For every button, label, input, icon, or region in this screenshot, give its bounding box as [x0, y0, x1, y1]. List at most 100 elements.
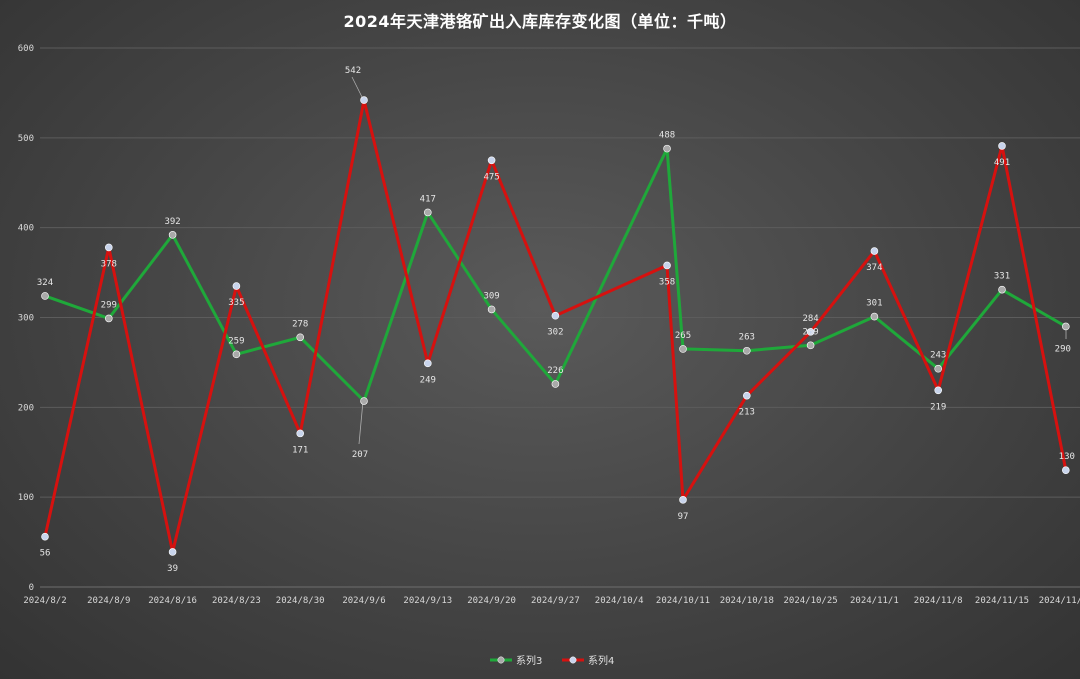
leader-line [358, 401, 364, 445]
x-tick-label: 2024/8/9 [87, 596, 130, 606]
data-point [360, 397, 368, 405]
y-tick-label: 300 [18, 314, 34, 324]
x-tick-label: 2024/8/2 [23, 596, 66, 606]
x-tick-label: 2024/8/23 [212, 596, 261, 606]
data-point [934, 364, 943, 373]
data-label: 301 [866, 299, 882, 309]
data-label: 278 [292, 319, 308, 329]
series-line-系列3 [44, 147, 1067, 403]
data-point [487, 156, 496, 165]
data-point [870, 312, 879, 321]
data-label: 324 [37, 278, 53, 288]
data-point [870, 247, 879, 255]
data-point [934, 386, 943, 395]
data-label: 259 [228, 336, 244, 346]
x-tick-label: 2024/9/20 [467, 596, 516, 606]
series-line-系列4 [43, 98, 1068, 554]
data-label: 249 [420, 375, 436, 385]
y-tick-label: 200 [18, 403, 34, 413]
y-tick-label: 0 [29, 583, 34, 593]
data-label: 207 [352, 450, 368, 460]
x-tick-label: 2024/10/25 [784, 596, 838, 606]
x-tick-label: 2024/9/27 [531, 596, 580, 606]
data-label: 97 [678, 512, 689, 522]
data-label: 302 [547, 328, 563, 338]
data-label: 269 [802, 327, 818, 337]
data-label: 213 [739, 408, 755, 418]
data-point [1062, 322, 1070, 331]
data-point [742, 391, 751, 400]
data-label: 130 [1059, 452, 1075, 462]
data-point [360, 96, 368, 104]
data-point [41, 292, 49, 300]
x-tick-label: 2024/10/4 [595, 596, 644, 606]
leader-line [351, 76, 364, 100]
data-point [806, 341, 815, 350]
x-tick-label: 2024/11/8 [914, 596, 963, 606]
legend-swatch-marker [569, 656, 577, 664]
data-label: 171 [292, 445, 308, 455]
data-label: 542 [345, 66, 361, 76]
x-tick-label: 2024/9/13 [403, 596, 452, 606]
x-tick-label: 2024/8/16 [148, 596, 197, 606]
y-tick-label: 600 [18, 44, 34, 54]
legend-label: 系列4 [588, 654, 614, 667]
chart-title: 2024年天津港铬矿出入库库存变化图（单位：千吨） [343, 12, 737, 31]
data-label: 226 [547, 366, 563, 376]
x-tick-label: 2024/10/11 [656, 596, 710, 606]
data-point [296, 333, 305, 342]
data-label: 56 [40, 549, 51, 559]
data-point [296, 429, 305, 438]
data-label: 243 [930, 351, 946, 361]
data-point [663, 144, 671, 153]
data-label: 378 [101, 259, 117, 269]
data-label: 290 [1055, 344, 1071, 354]
data-point [423, 208, 432, 217]
data-point [806, 328, 815, 336]
data-label: 331 [994, 272, 1010, 282]
y-tick-label: 100 [18, 493, 34, 503]
data-point [663, 261, 671, 270]
data-point [742, 346, 751, 355]
data-label: 265 [675, 331, 691, 341]
x-tick-label: 2024/11/1 [850, 596, 899, 606]
data-label: 299 [101, 300, 117, 310]
data-label: 392 [164, 217, 180, 227]
data-point [998, 285, 1006, 294]
data-label: 488 [659, 131, 675, 141]
data-label: 417 [420, 194, 436, 204]
data-label: 309 [483, 291, 499, 301]
data-label: 335 [228, 298, 244, 308]
data-point [105, 314, 113, 323]
x-tick-label: 2024/8/30 [276, 596, 325, 606]
data-point [1062, 466, 1070, 475]
data-label: 219 [930, 402, 946, 412]
x-tick-label: 2024/11/22 [1039, 596, 1080, 606]
x-tick-label: 2024/9/6 [342, 596, 385, 606]
data-label: 475 [483, 172, 499, 182]
data-point [232, 350, 241, 359]
data-point [551, 311, 560, 320]
data-point [487, 305, 496, 314]
data-point [168, 548, 177, 556]
data-point [679, 345, 687, 353]
data-label: 263 [739, 333, 755, 343]
x-tick-label: 2024/10/18 [720, 596, 774, 606]
y-tick-label: 400 [18, 224, 34, 234]
data-point [423, 359, 432, 368]
data-label: 39 [167, 564, 178, 574]
data-point [168, 231, 177, 239]
y-tick-label: 500 [18, 134, 34, 144]
legend-label: 系列3 [516, 654, 542, 667]
data-point [232, 282, 241, 290]
data-point [41, 532, 49, 541]
data-label: 374 [866, 263, 882, 273]
data-point [679, 496, 687, 504]
data-label: 358 [659, 277, 675, 287]
data-label: 491 [994, 158, 1010, 168]
legend-swatch-marker [497, 656, 505, 664]
data-point [551, 380, 560, 388]
data-point [998, 142, 1006, 150]
